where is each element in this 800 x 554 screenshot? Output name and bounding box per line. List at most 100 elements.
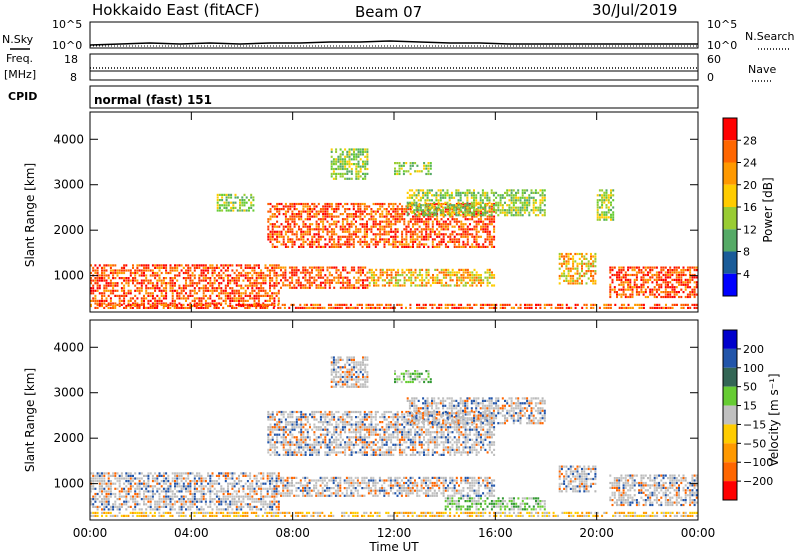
power-cell: [298, 238, 300, 241]
power-cell: [295, 223, 298, 226]
power-cell: [246, 287, 249, 290]
power-cell: [446, 206, 449, 209]
power-cell: [390, 220, 393, 223]
power-cell: [560, 252, 563, 256]
power-cell: [293, 223, 296, 226]
cpid-text: normal (fast) 151: [94, 93, 212, 107]
power-cell: [678, 278, 680, 281]
power-cell: [339, 155, 342, 158]
power-cell: [348, 215, 351, 218]
power-cell: [288, 276, 291, 279]
power-cell: [255, 306, 258, 309]
power-cell: [447, 205, 450, 208]
velocity-cell: [187, 487, 190, 490]
power-cell: [512, 206, 515, 209]
power-cell: [446, 303, 449, 306]
velocity-cell: [240, 480, 243, 483]
power-cell: [370, 271, 373, 274]
power-cell: [598, 194, 601, 197]
power-cell: [252, 209, 255, 212]
power-cell: [504, 196, 506, 199]
power-cell: [473, 205, 476, 208]
power-cell: [515, 191, 517, 194]
power-cell: [405, 230, 408, 233]
power-cell: [567, 267, 570, 270]
power-cell: [202, 287, 205, 290]
power-cell: [629, 273, 632, 277]
velocity-cell: [94, 505, 97, 508]
power-cell: [238, 284, 240, 287]
power-cell: [287, 208, 290, 211]
velocity-cell: [114, 503, 117, 506]
power-cell: [151, 297, 154, 300]
power-cell: [431, 225, 434, 228]
power-cell: [322, 218, 325, 221]
velocity-cell: [187, 508, 190, 511]
power-cell: [262, 279, 265, 282]
velocity-cell: [162, 500, 165, 503]
power-cell: [459, 199, 462, 202]
velocity-cell: [176, 477, 179, 480]
power-cell: [149, 303, 152, 306]
velocity-cell: [215, 500, 218, 503]
power-cell: [156, 282, 159, 285]
power-cell: [357, 230, 360, 233]
power-cell: [655, 276, 658, 279]
velocity-cell: [129, 480, 132, 483]
velocity-cell: [191, 498, 194, 501]
power-cell: [235, 306, 238, 309]
power-cell: [363, 228, 366, 231]
power-cell: [622, 288, 625, 291]
power-cell: [667, 269, 669, 272]
power-cell: [495, 303, 498, 306]
power-cell: [92, 269, 95, 272]
power-cell: [401, 205, 404, 208]
velocity-cell: [132, 500, 134, 503]
power-cell: [480, 276, 482, 279]
power-cell: [169, 277, 172, 280]
power-cell: [401, 210, 404, 213]
power-cell: [94, 282, 97, 285]
velocity-cell: [107, 500, 110, 503]
power-cell: [353, 150, 355, 153]
power-cell: [473, 211, 475, 214]
power-cell: [167, 306, 170, 309]
power-cell: [576, 272, 579, 275]
power-cell: [302, 233, 305, 236]
power-cell: [341, 225, 344, 228]
power-cell: [610, 218, 612, 221]
velocity-cell: [189, 500, 192, 503]
power-cell: [581, 274, 583, 278]
power-cell: [445, 281, 448, 284]
velocity-cell: [154, 508, 157, 511]
power-cell: [669, 281, 672, 284]
power-cell: [366, 228, 368, 231]
power-cell: [178, 287, 181, 290]
power-cell: [368, 276, 371, 279]
power-cell: [403, 276, 406, 279]
power-cell: [572, 279, 575, 282]
power-cell: [191, 304, 194, 308]
power-cell: [453, 230, 456, 233]
power-cell: [458, 271, 461, 274]
power-cell: [204, 274, 207, 277]
velocity-cell: [233, 485, 236, 488]
power-cell: [180, 292, 183, 295]
power-cell: [484, 225, 487, 228]
power-cell: [620, 303, 623, 306]
power-cell: [473, 196, 475, 199]
velocity-cell: [198, 498, 201, 501]
power-cell: [260, 289, 263, 292]
power-cell: [291, 215, 294, 218]
power-cell: [136, 297, 139, 300]
power-cell: [362, 281, 364, 284]
power-cell: [506, 303, 509, 306]
velocity-cell: [96, 492, 99, 496]
power-cell: [200, 269, 203, 272]
power-cell: [405, 228, 408, 231]
power-cell: [227, 209, 230, 212]
velocity-cell: [165, 477, 168, 480]
power-cell: [385, 215, 388, 218]
velocity-cell: [151, 508, 154, 511]
